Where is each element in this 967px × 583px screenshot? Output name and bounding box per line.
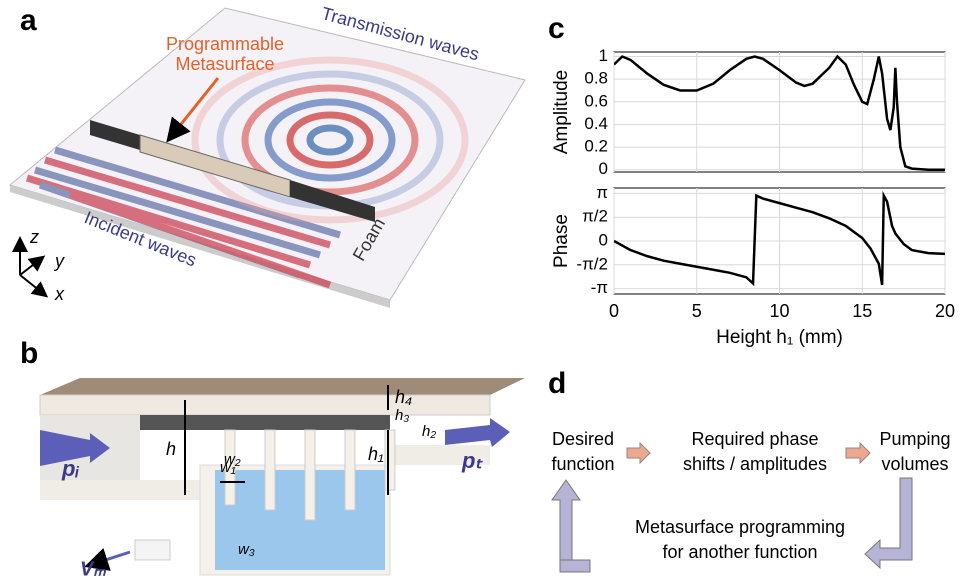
dim-label: w₃ bbox=[238, 541, 255, 558]
panel-label: d bbox=[548, 367, 566, 400]
y-axis-label: Phase bbox=[551, 214, 572, 268]
panel-label: a bbox=[20, 4, 37, 37]
x-tick-label: 15 bbox=[852, 301, 872, 321]
dim-label: h₃ bbox=[395, 407, 409, 424]
axis-x: x bbox=[54, 284, 65, 304]
flow-step: volumes bbox=[881, 454, 948, 474]
plate-illustration bbox=[8, 7, 526, 308]
panel-label: c bbox=[548, 12, 565, 45]
flow-step: shifts / amplitudes bbox=[683, 454, 827, 474]
panel-label: b bbox=[20, 337, 38, 370]
axis-y: y bbox=[53, 251, 65, 271]
y-tick-label: π bbox=[596, 183, 608, 202]
y-tick-label: -π/2 bbox=[576, 254, 608, 273]
metasurface-label: Metasurface bbox=[175, 54, 274, 74]
y-tick-label: 1 bbox=[599, 46, 608, 65]
x-tick-label: 5 bbox=[692, 301, 702, 321]
dim-label: h₁ bbox=[368, 444, 384, 464]
flow-arrows bbox=[626, 441, 871, 465]
data-line bbox=[614, 190, 945, 287]
y-tick-label: 0 bbox=[599, 159, 608, 178]
y-tick-label: 0.8 bbox=[584, 69, 608, 88]
axis-z: z bbox=[29, 227, 39, 247]
y-tick-label: π/2 bbox=[582, 207, 608, 226]
data-line bbox=[614, 54, 945, 171]
x-axis-label: Height h₁ (mm) bbox=[716, 327, 843, 348]
x-tick-label: 20 bbox=[935, 301, 955, 321]
y-tick-label: 0.2 bbox=[584, 137, 608, 156]
dim-label: h₄ bbox=[395, 387, 412, 407]
x-tick-label: 0 bbox=[609, 301, 619, 321]
flow-step: Pumping bbox=[879, 429, 950, 449]
metasurface-label: Programmable bbox=[166, 34, 284, 54]
y-tick-label: -π bbox=[591, 278, 608, 297]
y-tick-label: 0.4 bbox=[584, 114, 608, 133]
loop-arrows bbox=[551, 477, 913, 573]
flow-step: function bbox=[551, 454, 614, 474]
dim-label: h bbox=[166, 439, 176, 459]
dim-label: w₁ bbox=[220, 459, 236, 476]
x-tick-label: 10 bbox=[769, 301, 789, 321]
flow-step: Desired bbox=[552, 429, 614, 449]
dim-label: h₂ bbox=[422, 423, 436, 440]
outlet-label: pₜ bbox=[461, 448, 483, 473]
y-axis-label: Amplitude bbox=[551, 70, 572, 155]
flow-step: Metasurface programming bbox=[635, 517, 845, 537]
y-tick-label: 0.6 bbox=[584, 91, 608, 110]
y-tick-label: 0 bbox=[599, 230, 608, 249]
flow-step: Required phase bbox=[691, 429, 818, 449]
chamber-illustration bbox=[39, 378, 525, 576]
dim-label: w₂ bbox=[224, 451, 241, 468]
drain-label: Vₘ bbox=[80, 558, 106, 578]
flow-step: for another function bbox=[662, 542, 817, 562]
inlet-label: pᵢ bbox=[61, 456, 79, 481]
